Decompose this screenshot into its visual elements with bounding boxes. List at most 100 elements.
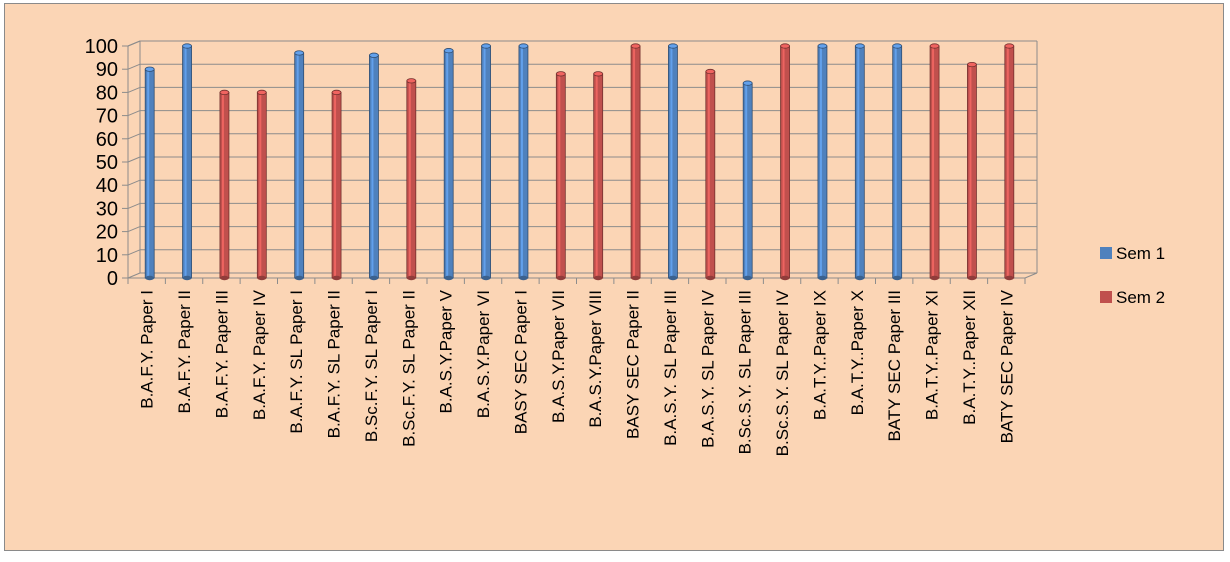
x-tick-label: B.A.S.Y. SL Paper IV xyxy=(698,289,717,447)
gridline-depth xyxy=(127,249,141,256)
bar-body xyxy=(668,45,678,279)
bar-highlight xyxy=(334,94,337,277)
y-tick-label: 100 xyxy=(85,36,118,58)
bar-highlight xyxy=(633,48,636,276)
bar xyxy=(705,68,716,281)
bar-highlight xyxy=(408,82,411,276)
x-tick-label: B.A.T.Y..Paper X xyxy=(848,290,867,415)
y-tick-label: 10 xyxy=(96,245,118,267)
x-tick-label: B.Sc.F.Y. SL Paper II xyxy=(399,290,418,447)
bar-base xyxy=(780,275,790,281)
bar xyxy=(668,43,678,281)
bar-body xyxy=(854,45,865,279)
bar-body xyxy=(331,92,342,279)
y-tick-label: 30 xyxy=(96,198,118,220)
bar xyxy=(817,43,828,281)
bar-top xyxy=(630,43,641,49)
bar-highlight xyxy=(969,66,972,276)
bar-base xyxy=(332,275,342,281)
bar xyxy=(742,80,753,281)
bar-highlight xyxy=(184,48,187,276)
bar xyxy=(144,66,155,281)
gridline-depth xyxy=(127,86,141,93)
y-tick-label: 40 xyxy=(96,175,118,197)
bar-base xyxy=(967,275,977,281)
bar-base xyxy=(743,275,753,281)
bar xyxy=(443,48,454,281)
bar xyxy=(256,89,267,281)
bar-body xyxy=(630,45,641,279)
bar xyxy=(780,43,790,281)
bar-highlight xyxy=(259,94,262,277)
bar-base xyxy=(219,275,229,281)
bar-body xyxy=(481,45,491,279)
x-tick-label: B.A.T.Y..Paper IX xyxy=(810,290,829,420)
bar-base xyxy=(518,275,528,281)
bar xyxy=(1004,43,1015,281)
bar-highlight xyxy=(595,75,598,276)
x-tick-label: B.A.T.Y..Paper XII xyxy=(960,290,979,425)
bar-base xyxy=(145,275,155,281)
bar-body xyxy=(406,80,417,279)
bar-highlight xyxy=(296,54,299,277)
bar-body xyxy=(219,92,230,279)
bar-body xyxy=(256,92,267,279)
bar-top xyxy=(406,78,417,84)
bar xyxy=(892,43,903,281)
bar-body xyxy=(817,45,828,279)
gridline-depth xyxy=(127,226,141,233)
bar-highlight xyxy=(782,48,785,276)
bar-highlight xyxy=(520,48,523,276)
gridline-depth xyxy=(127,179,141,186)
bar-highlight xyxy=(707,73,710,277)
x-tick-label: B.A.F.Y. Paper I xyxy=(138,290,157,409)
axes xyxy=(122,40,1038,284)
gridlines xyxy=(127,40,1037,279)
gridline-depth xyxy=(127,156,141,163)
bar-base xyxy=(406,275,416,281)
bar-top xyxy=(369,52,379,58)
bar-body xyxy=(555,73,566,279)
x-tick-label: BASY SEC Paper I xyxy=(511,290,530,434)
bar xyxy=(929,43,940,281)
bar-body xyxy=(967,64,977,279)
bar-base xyxy=(182,275,192,281)
bar xyxy=(406,78,417,281)
legend: Sem 1 Sem 2 xyxy=(1100,244,1165,307)
bar-highlight xyxy=(745,85,748,277)
legend-entry: Sem 1 xyxy=(1100,244,1165,263)
bar-top xyxy=(668,43,678,49)
bar-base xyxy=(593,275,603,281)
bar-base xyxy=(817,275,827,281)
legend-label: Sem 2 xyxy=(1116,288,1165,307)
x-tick-label: B.A.S.Y.Paper VII xyxy=(549,290,568,423)
y-tick-label: 60 xyxy=(96,129,118,151)
y-tick-label: 90 xyxy=(96,59,118,81)
y-tick-label: 70 xyxy=(96,106,118,128)
bar-top xyxy=(929,43,940,49)
bar-top xyxy=(854,43,865,49)
bar-base xyxy=(892,275,902,281)
x-tick-label: B.A.F.Y. Paper IV xyxy=(250,289,269,420)
bar-highlight xyxy=(819,48,822,276)
bar-body xyxy=(518,45,529,279)
bar-top xyxy=(555,71,566,77)
bar-body xyxy=(369,54,379,279)
bar-base xyxy=(668,275,678,281)
bar-highlight xyxy=(857,48,860,276)
bar-top xyxy=(518,43,529,49)
bar-top xyxy=(219,89,230,96)
legend-label: Sem 1 xyxy=(1116,244,1165,263)
bar xyxy=(294,50,305,281)
bar-body xyxy=(892,45,903,279)
gridline-depth xyxy=(127,110,141,117)
x-tick-label: B.A.F.Y. SL Paper I xyxy=(287,290,306,434)
x-tick-label: B.Sc.S.Y. SL Paper IV xyxy=(773,289,792,456)
gridline-depth xyxy=(127,202,141,209)
bar-highlight xyxy=(932,48,935,276)
bar xyxy=(593,71,604,281)
legend-entry: Sem 2 xyxy=(1100,288,1165,307)
x-tick-label: BATY SEC Paper IV xyxy=(997,289,1016,443)
